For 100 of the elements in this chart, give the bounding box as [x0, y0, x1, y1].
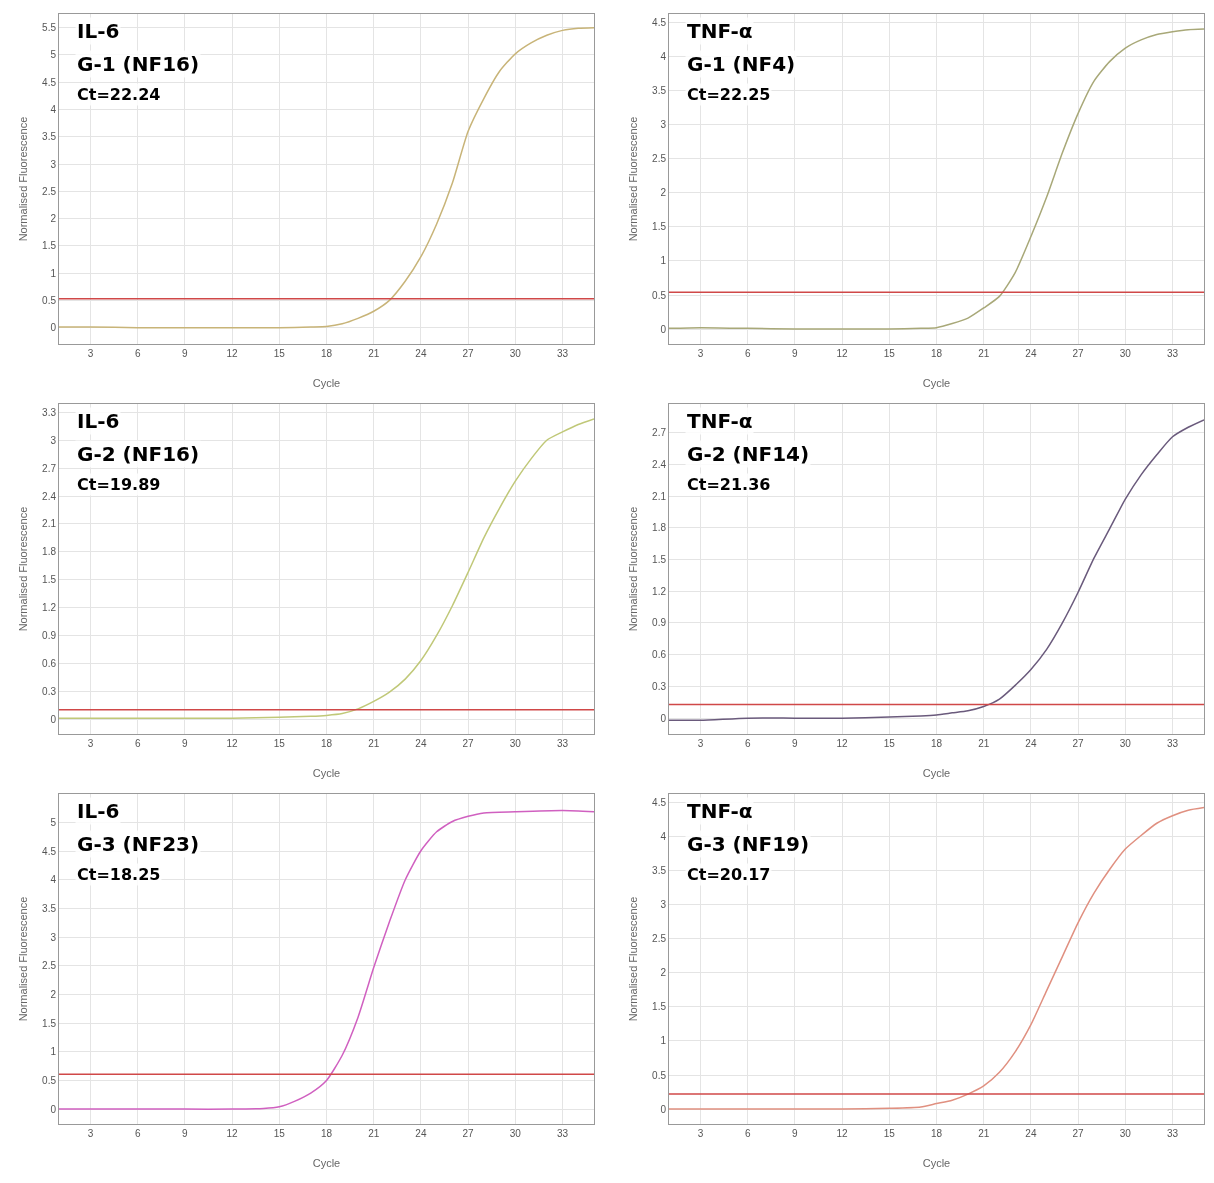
x-tick-label: 33 [556, 738, 569, 749]
y-tick-label: 3.5 [42, 903, 57, 915]
x-tick-label: 33 [1166, 738, 1179, 749]
x-tick-label: 21 [978, 1128, 990, 1139]
y-axis-title: Normalised Fluorescence [627, 506, 639, 632]
x-tick-label: 24 [415, 738, 427, 749]
y-tick-label: 1.5 [42, 574, 57, 586]
y-tick-label: 5 [50, 49, 57, 61]
text: G-3 (NF23) [77, 832, 200, 856]
x-tick-label: 15 [273, 1128, 286, 1139]
x-tick-label: 24 [1025, 348, 1037, 359]
y-tick-label: 0.9 [42, 629, 57, 641]
y-tick-label: 0 [660, 1103, 667, 1115]
x-tick-label: 18 [930, 1128, 943, 1139]
x-tick-label: 24 [1025, 738, 1037, 749]
x-tick-label: 9 [792, 1128, 799, 1139]
x-tick-label: 9 [792, 348, 799, 359]
x-tick-label: 18 [930, 348, 943, 359]
x-tick-label: 18 [320, 738, 333, 749]
x-tick-label: 21 [368, 348, 380, 359]
y-tick-label: 2.5 [42, 960, 57, 972]
annotation: Ct=22.25 [687, 85, 771, 104]
y-tick-label: 0.5 [652, 289, 667, 301]
y-tick-label: 4 [660, 51, 667, 63]
x-tick-label: 24 [415, 1128, 427, 1139]
x-tick-label: 15 [883, 348, 896, 359]
x-tick-label: 6 [134, 738, 141, 749]
y-tick-label: 2.1 [42, 518, 57, 530]
x-axis-title: Cycle [922, 767, 951, 779]
y-tick-label: 4.5 [42, 76, 57, 88]
x-tick-label: 33 [1166, 348, 1179, 359]
y-tick-label: 1.5 [652, 1001, 667, 1013]
x-tick-label: 27 [1072, 348, 1085, 359]
y-axis-title: Normalised Fluorescence [17, 506, 29, 632]
x-tick-label: 12 [836, 348, 849, 359]
y-axis-title: Normalised Fluorescence [627, 896, 639, 1022]
y-tick-label: 1.5 [652, 553, 667, 565]
y-tick-label: 2.4 [42, 490, 57, 502]
y-tick-label: 2 [50, 989, 57, 1001]
y-tick-label: 5 [50, 817, 57, 829]
y-tick-label: 2 [660, 967, 667, 979]
y-tick-label: 4.5 [652, 17, 667, 29]
y-axis-title: Normalised Fluorescence [17, 896, 29, 1022]
chart-title: IL-6 [77, 409, 120, 433]
x-tick-label: 30 [509, 738, 522, 749]
y-tick-label: 1.5 [42, 240, 57, 252]
y-tick-label: 0 [660, 323, 667, 335]
y-tick-label: 1 [660, 255, 667, 267]
y-tick-label: 0.5 [42, 1074, 57, 1086]
x-tick-label: 33 [1166, 1128, 1179, 1139]
x-axis-title: Cycle [312, 767, 341, 779]
y-tick-label: 4.5 [652, 797, 667, 809]
x-tick-label: 15 [883, 1128, 896, 1139]
x-tick-label: 6 [744, 1128, 751, 1139]
x-tick-label: 9 [182, 1128, 189, 1139]
x-tick-label: 21 [368, 738, 380, 749]
x-tick-label: 27 [462, 738, 475, 749]
y-tick-label: 2.7 [42, 462, 57, 474]
x-tick-label: 30 [1119, 1128, 1132, 1139]
y-tick-label: 3 [660, 899, 667, 911]
y-tick-label: 3 [660, 119, 667, 131]
x-tick-label: 27 [1072, 738, 1085, 749]
y-tick-label: 0.5 [652, 1069, 667, 1081]
x-tick-label: 15 [273, 348, 286, 359]
y-tick-label: 3 [50, 434, 57, 446]
text: G-2 (NF14) [687, 442, 810, 466]
x-tick-label: 24 [415, 348, 427, 359]
x-tick-label: 12 [836, 738, 849, 749]
x-tick-label: 15 [273, 738, 286, 749]
y-tick-label: 2.1 [652, 490, 667, 502]
x-tick-label: 21 [978, 738, 990, 749]
x-tick-label: 30 [509, 1128, 522, 1139]
x-tick-label: 30 [1119, 348, 1132, 359]
y-tick-label: 0.3 [42, 685, 57, 697]
x-tick-label: 3 [87, 348, 94, 359]
x-axis-title: Cycle [312, 1157, 341, 1169]
x-tick-label: 30 [509, 348, 522, 359]
x-tick-label: 21 [368, 1128, 380, 1139]
y-axis-title: Normalised Fluorescence [627, 116, 639, 242]
chart-title: IL-6 [77, 799, 120, 823]
x-tick-label: 15 [883, 738, 896, 749]
y-tick-label: 2.5 [652, 153, 667, 165]
y-tick-label: 2.5 [652, 933, 667, 945]
x-tick-label: 3 [87, 738, 94, 749]
y-tick-label: 4 [660, 831, 667, 843]
line-series [59, 26, 594, 329]
y-tick-label: 0.6 [42, 657, 57, 669]
x-tick-label: 6 [744, 348, 751, 359]
x-axis-title: Cycle [312, 377, 341, 389]
x-tick-label: 12 [226, 738, 239, 749]
y-tick-label: 0 [50, 713, 57, 725]
x-tick-label: 3 [697, 1128, 704, 1139]
chart-title: TNF-α [687, 409, 753, 433]
x-tick-label: 18 [320, 348, 333, 359]
x-tick-label: 30 [1119, 738, 1132, 749]
x-tick-label: 12 [226, 1128, 239, 1139]
y-tick-label: 3 [50, 158, 57, 170]
y-tick-label: 2.7 [652, 427, 667, 439]
x-tick-label: 12 [226, 348, 239, 359]
y-tick-label: 1.5 [42, 1017, 57, 1029]
